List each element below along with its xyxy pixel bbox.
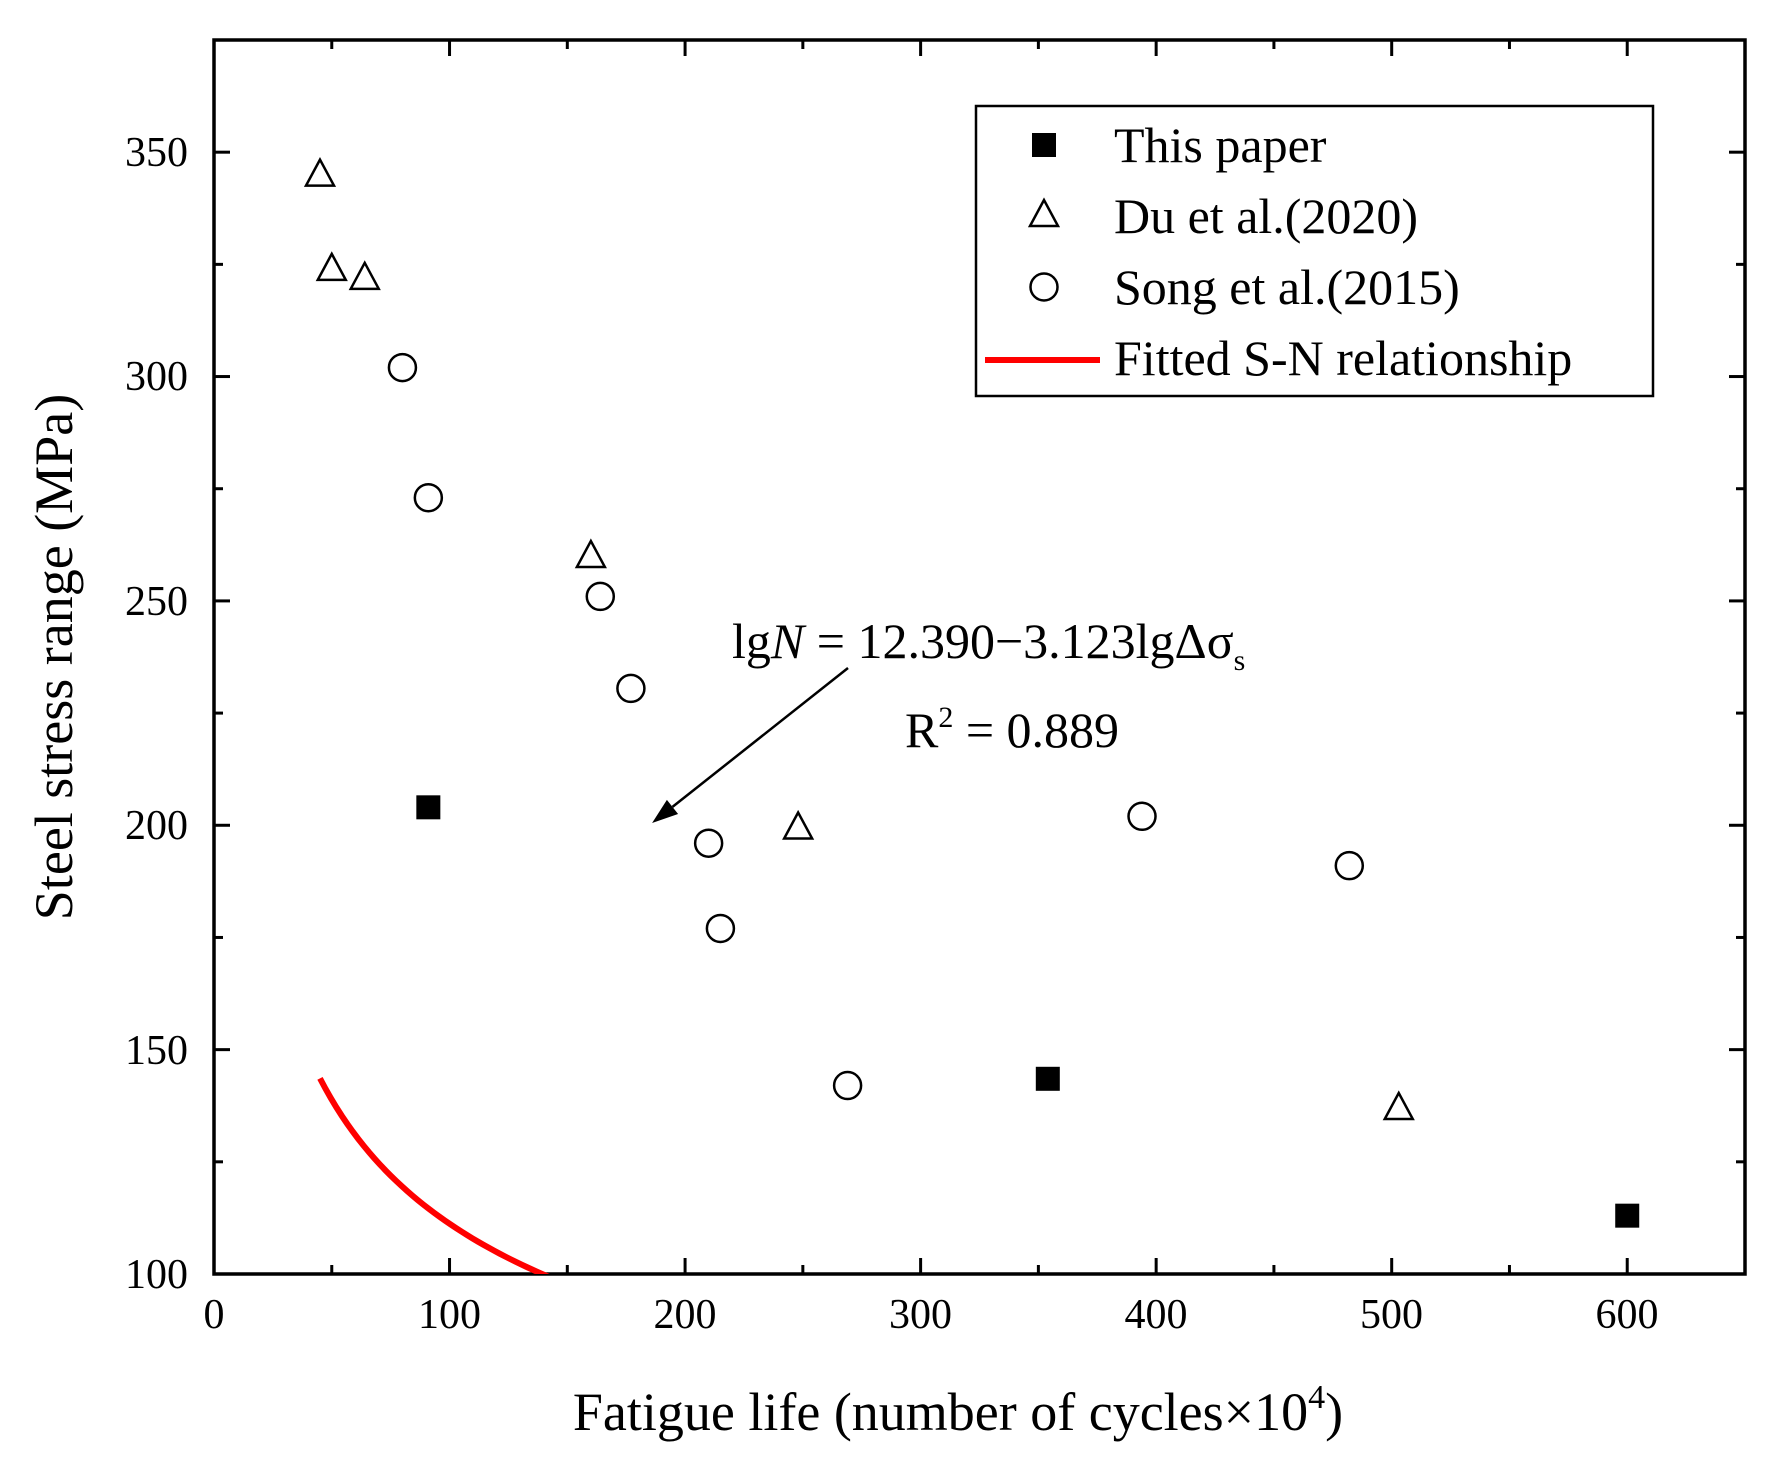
- this-paper-point: [416, 795, 441, 820]
- y-tick-label: 250: [125, 579, 188, 625]
- song-2015-point: [1127, 801, 1157, 832]
- song-2015-point: [413, 482, 444, 513]
- x-tick-label: 400: [1125, 1292, 1188, 1338]
- song-2015-point: [616, 673, 646, 704]
- y-tick-label: 300: [125, 354, 188, 400]
- x-tick-label: 100: [418, 1292, 481, 1338]
- y-tick-label: 100: [125, 1252, 188, 1298]
- fit-annotation: lgN = 12.390−3.123lgΔσs R2 = 0.889: [732, 613, 1245, 758]
- legend-triangle-swatch: [1027, 197, 1061, 228]
- song-2015-point: [832, 1070, 863, 1101]
- x-tick-label: 600: [1596, 1292, 1659, 1338]
- fitted-sn-curve: [317, 1076, 550, 1274]
- plot-frame: [212, 38, 1747, 1276]
- du-2020-point: [782, 809, 815, 840]
- legend-label: Fitted S-N relationship: [1114, 330, 1572, 386]
- du-2020-point: [348, 260, 381, 291]
- legend-box: [974, 104, 1655, 398]
- y-axis-title: Steel stress range (MPa): [24, 394, 84, 920]
- legend-label: This paper: [1114, 117, 1327, 173]
- data-markers: [303, 156, 1640, 1228]
- legend: This paper Du et al.(2020) Song et al.(2…: [974, 104, 1655, 398]
- song-2015-point: [1334, 850, 1365, 881]
- y-tick-label: 200: [125, 803, 188, 849]
- song-2015-point: [585, 581, 616, 612]
- du-2020-point: [315, 251, 348, 282]
- r-squared-label: R2 = 0.889: [905, 701, 1119, 758]
- fit-equation: lgN = 12.390−3.123lgΔσs: [732, 613, 1245, 677]
- song-2015-point: [693, 828, 724, 858]
- du-2020-point: [1382, 1090, 1415, 1121]
- y-tick-label: 350: [125, 130, 188, 176]
- annotation-arrow: [652, 667, 849, 824]
- x-tick-label: 200: [654, 1292, 717, 1338]
- legend-circle-swatch: [1029, 272, 1059, 302]
- du-2020-point: [303, 156, 337, 187]
- this-paper-point: [1035, 1066, 1060, 1091]
- x-tick-label: 0: [204, 1292, 225, 1338]
- x-tick-label: 300: [889, 1292, 952, 1338]
- legend-label: Song et al.(2015): [1114, 259, 1460, 315]
- x-axis-ticks: [330, 40, 1747, 1274]
- song-2015-point: [705, 913, 736, 944]
- legend-label: Du et al.(2020): [1114, 188, 1418, 244]
- x-tick-label: 500: [1360, 1292, 1423, 1338]
- song-2015-point: [387, 352, 418, 383]
- this-paper-point: [1615, 1203, 1640, 1228]
- legend-square-swatch: [1032, 133, 1056, 157]
- du-2020-point: [574, 538, 607, 569]
- y-tick-label: 150: [125, 1028, 188, 1074]
- x-axis-title: Fatigue life (number of cycles×104): [573, 1379, 1343, 1442]
- y-axis-ticks: [214, 38, 1745, 1164]
